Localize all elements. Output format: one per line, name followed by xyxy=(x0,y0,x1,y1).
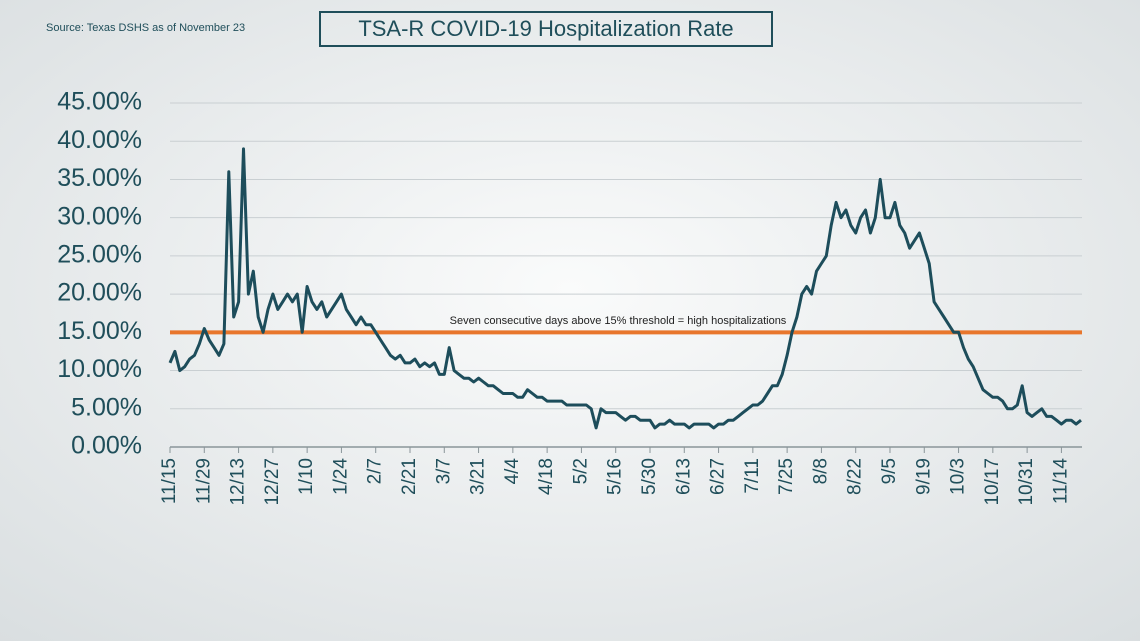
x-tick-label: 1/24 xyxy=(330,458,351,495)
x-tick-label: 9/19 xyxy=(913,458,934,495)
y-tick-label: 5.00% xyxy=(71,393,142,421)
x-tick-label: 11/29 xyxy=(193,458,214,504)
y-tick-label: 20.00% xyxy=(57,279,142,307)
x-tick-label: 4/18 xyxy=(536,458,557,495)
chart-title: TSA-R COVID-19 Hospitalization Rate xyxy=(358,16,733,41)
y-tick-label: 35.00% xyxy=(57,164,142,192)
x-tick-label: 12/27 xyxy=(262,458,283,506)
x-tick-label: 10/31 xyxy=(1016,458,1037,506)
y-tick-label: 0.00% xyxy=(71,432,142,460)
x-tick-label: 7/25 xyxy=(776,458,797,495)
x-tick-label: 5/2 xyxy=(570,458,591,484)
x-tick-label: 8/8 xyxy=(810,458,831,484)
x-tick-label: 5/16 xyxy=(605,458,626,495)
x-tick-label: 1/10 xyxy=(296,458,317,495)
title-box xyxy=(319,11,773,47)
x-tick-label: 9/5 xyxy=(879,458,900,484)
y-tick-label: 30.00% xyxy=(57,202,142,230)
data-line xyxy=(168,147,1082,430)
source: Source: Texas DSHS as of November 23 xyxy=(46,22,245,34)
x-tick-label: 10/17 xyxy=(982,458,1003,506)
x-tick-label: 12/13 xyxy=(228,458,249,506)
x-tick-label: 3/21 xyxy=(468,458,489,495)
annotation: Seven consecutive days above 15% thresho… xyxy=(450,315,787,327)
y-tick-label: 25.00% xyxy=(57,240,142,268)
x-tick-label: 3/7 xyxy=(433,458,454,484)
x-tick-label: 6/27 xyxy=(708,458,729,495)
y-tick-label: 15.00% xyxy=(57,317,142,345)
x-tick-label: 2/7 xyxy=(365,458,386,484)
x-tick-label: 8/22 xyxy=(845,458,866,495)
x-tick-label: 5/30 xyxy=(639,458,660,495)
x-tick-label: 4/4 xyxy=(502,458,523,485)
y-tick-label: 40.00% xyxy=(57,126,142,154)
x-tick-label: 6/13 xyxy=(673,458,694,495)
x-tick-label: 11/15 xyxy=(159,458,180,504)
x-tick-label: 10/3 xyxy=(948,458,969,495)
y-tick-label: 10.00% xyxy=(57,355,142,383)
x-tick-label: 11/14 xyxy=(1050,458,1071,505)
x-tick-label: 7/11 xyxy=(742,458,763,494)
x-tick-label: 2/21 xyxy=(399,458,420,495)
y-tick-label: 45.00% xyxy=(57,88,142,116)
